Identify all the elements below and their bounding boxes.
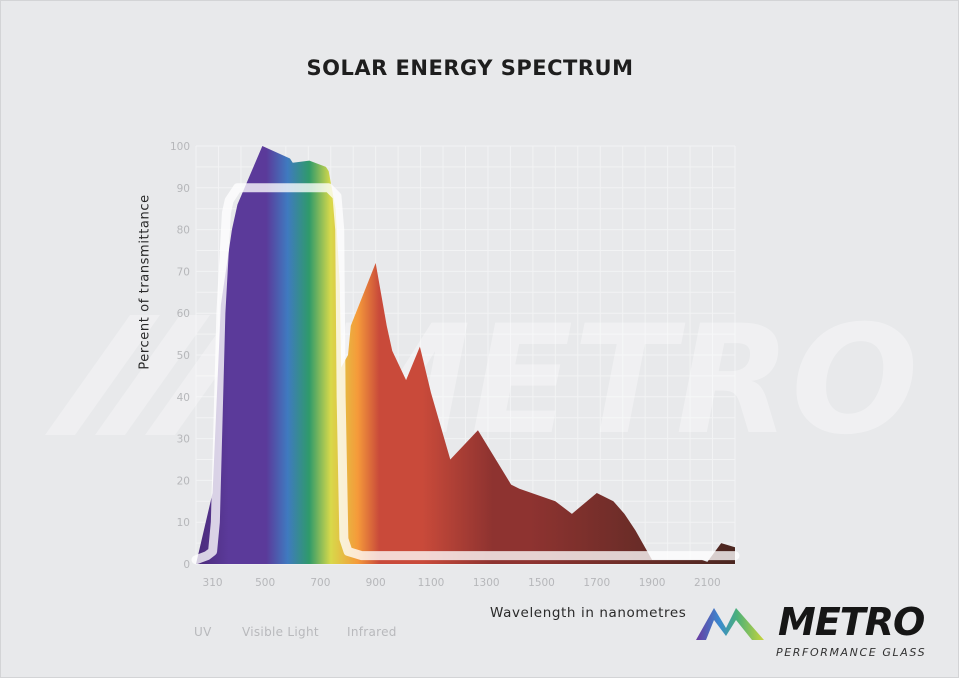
logo-wordmark: METRO — [778, 600, 925, 644]
y-tick-label: 70 — [177, 266, 190, 278]
watermark-stripe — [95, 315, 210, 435]
logo-subtitle: PERFORMANCE GLASS — [776, 646, 927, 659]
x-tick-label: 2100 — [694, 577, 721, 589]
y-tick-label: 30 — [177, 434, 190, 446]
y-axis-label-text: Percent of transmittance — [137, 194, 153, 370]
metro-logo-icon — [696, 608, 764, 640]
x-tick-label: 310 — [203, 577, 223, 589]
y-tick-label: 50 — [177, 350, 190, 362]
y-tick-label: 100 — [170, 141, 190, 153]
glass-transmittance-line — [191, 183, 740, 565]
y-tick-label: 90 — [177, 183, 190, 195]
x-axis-label: Wavelength in nanometres — [490, 605, 687, 621]
series-layer — [191, 146, 740, 565]
x-tick-label: 900 — [366, 577, 386, 589]
band-label-infrared: Infrared — [347, 625, 397, 639]
y-tick-label: 20 — [177, 475, 190, 487]
watermark-stripe — [45, 315, 160, 435]
x-tick-label: 1300 — [473, 577, 500, 589]
y-tick-labels: 0 10 20 30 40 50 60 70 80 90 100 — [170, 141, 190, 571]
y-tick-label: 60 — [177, 308, 190, 320]
x-tick-label: 1100 — [418, 577, 445, 589]
y-tick-label: 10 — [177, 517, 190, 529]
x-tick-label: 500 — [255, 577, 275, 589]
x-tick-label: 1900 — [639, 577, 666, 589]
y-tick-label: 40 — [177, 392, 190, 404]
spectrum-area — [196, 146, 735, 564]
x-tick-label: 700 — [310, 577, 330, 589]
x-tick-label: 1500 — [528, 577, 555, 589]
y-tick-label: 80 — [177, 225, 190, 237]
chart-title: SOLAR ENERGY SPECTRUM — [306, 56, 634, 80]
x-tick-labels: 310 500 700 900 1100 1300 1500 1700 1900 2100 — [203, 577, 721, 589]
band-label-uv: UV — [194, 625, 212, 639]
band-label-visible: Visible Light — [242, 625, 319, 639]
x-tick-label: 1700 — [583, 577, 610, 589]
y-tick-label: 0 — [183, 559, 190, 571]
